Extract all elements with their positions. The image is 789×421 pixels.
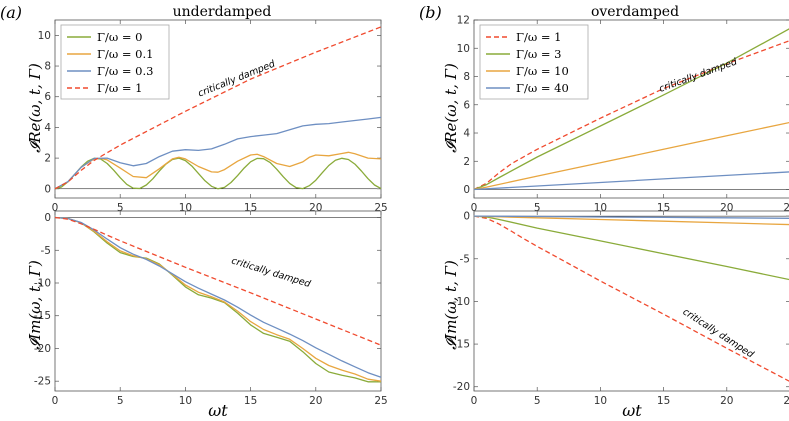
overdamped-im-annotation: critically damped	[681, 306, 757, 360]
overdamped-re-legend-label: Γ/ω = 3	[516, 47, 562, 61]
underdamped-re-ytick-label: 2	[44, 153, 51, 165]
overdamped-re-plot: 0510152025024681012critically dampedΓ/ω …	[457, 15, 789, 214]
underdamped-im-xtick-label: 10	[179, 395, 192, 407]
underdamped-im-ytick-label: -5	[41, 245, 51, 257]
underdamped-im-series-2	[54, 216, 382, 378]
overdamped-im-ytick-label: -15	[453, 339, 470, 351]
underdamped-re-ytick-label: 0	[44, 183, 51, 195]
underdamped-re-ytick-label: 10	[38, 30, 51, 42]
underdamped-im-annotation: critically damped	[230, 255, 313, 290]
underdamped-im-series-0	[54, 216, 381, 383]
overdamped-im-frame	[473, 210, 789, 392]
overdamped-re-legend-label: Γ/ω = 1	[516, 30, 562, 44]
underdamped-im-plot: 0 5 10 15 20 25 0 -5 -10 -15 -20 -25 critically damp…	[34, 210, 388, 407]
left-re-ylabel: 𝓘Re(ω, t, Γ)	[26, 63, 44, 153]
overdamped-im-ytick-label: -10	[453, 296, 470, 308]
overdamped-im-xtick-label: 25	[783, 395, 789, 407]
overdamped-re-frame	[473, 19, 789, 199]
underdamped-im-ytick-label: 0	[44, 212, 51, 224]
overdamped-re-legend-label: Γ/ω = 10	[516, 64, 569, 78]
overdamped-re-xtick-label: 0	[471, 202, 478, 214]
overdamped-im-ytick-label: -5	[460, 253, 470, 265]
underdamped-im-ytick-label: -10	[34, 278, 51, 290]
overdamped-re-series-2	[473, 121, 789, 191]
underdamped-re-series-1	[54, 151, 382, 190]
overdamped-im-xtick-label: 15	[657, 395, 670, 407]
underdamped-im-xtick-label: 0	[52, 395, 59, 407]
underdamped-im-series-1	[54, 216, 382, 382]
overdamped-im-series-0	[473, 215, 789, 382]
underdamped-im-ytick-label: -25	[34, 376, 51, 388]
underdamped-re-annotation: critically damped	[196, 58, 277, 99]
overdamped-re-ytick-label: 10	[457, 43, 470, 55]
right-xlabel: ωt	[622, 401, 642, 420]
underdamped-re-ytick-label: 6	[44, 91, 51, 103]
underdamped-im-ytick-label: -20	[34, 343, 51, 355]
overdamped-im-xtick-label: 0	[471, 395, 478, 407]
underdamped-re-xtick-label: 0	[52, 202, 59, 214]
underdamped-re-legend-label: Γ/ω = 0	[97, 30, 143, 44]
underdamped-im-xtick-label: 5	[117, 395, 124, 407]
overdamped-re-xtick-label: 5	[534, 202, 541, 214]
underdamped-im-xtick-label: 25	[374, 395, 387, 407]
right-re-ylabel: 𝓘Re(ω, t, Γ)	[442, 63, 460, 153]
overdamped-im-xtick-label: 10	[594, 395, 607, 407]
overdamped-im-ytick-label: 0	[463, 211, 470, 223]
overdamped-re-ytick-label: 0	[463, 184, 470, 196]
right-im-ylabel: 𝓘Im(ω, t, Γ)	[442, 260, 460, 350]
overdamped-im-series-3	[473, 215, 789, 219]
overdamped-re-series-0	[473, 40, 789, 191]
right-panel-label: (b)	[419, 3, 442, 22]
overdamped-re-annotation: critically damped	[658, 56, 740, 95]
underdamped-im-xtick-label: 15	[244, 395, 257, 407]
left-panel-title: underdamped	[173, 4, 272, 20]
overdamped-re-ytick-label: 6	[463, 99, 470, 111]
underdamped-re-legend-label: Γ/ω = 1	[97, 81, 143, 95]
underdamped-re-ytick-label: 8	[44, 61, 51, 73]
underdamped-re-frame	[54, 19, 382, 199]
underdamped-im-series-3	[54, 216, 382, 346]
overdamped-im-ytick-label: -20	[453, 381, 470, 393]
overdamped-re-series-3	[473, 171, 789, 191]
underdamped-re-ytick-label: 4	[44, 122, 51, 134]
underdamped-re-legend-label: Γ/ω = 0.3	[97, 64, 153, 78]
left-im-ylabel: 𝓘Im(ω, t, Γ)	[26, 260, 44, 350]
right-panel-title: overdamped	[591, 4, 679, 20]
underdamped-im-ytick-label: -15	[34, 310, 51, 322]
left-xlabel: ωt	[208, 401, 228, 420]
overdamped-im-plot: 0 5 10 15 20 25 0 -5 -10 -15 -20 critically damped	[453, 210, 789, 407]
overdamped-re-xtick-label: 25	[783, 202, 789, 214]
overdamped-re-ytick-label: 8	[463, 71, 470, 83]
overdamped-im-series-1	[473, 215, 789, 281]
underdamped-re-series-0	[54, 157, 382, 190]
underdamped-re-xtick-label: 5	[117, 202, 124, 214]
underdamped-re-series-2	[54, 116, 382, 190]
underdamped-re-legend	[60, 24, 170, 100]
overdamped-im-xtick-label: 20	[720, 395, 733, 407]
overdamped-re-series-1	[473, 28, 789, 191]
underdamped-re-legend-label: Γ/ω = 0.1	[97, 47, 153, 61]
overdamped-re-ytick-label: 2	[463, 156, 470, 168]
overdamped-im-xtick-label: 5	[534, 395, 541, 407]
overdamped-re-legend-label: Γ/ω = 40	[516, 81, 569, 95]
underdamped-re-series-3	[54, 26, 382, 190]
overdamped-re-ytick-label: 4	[463, 128, 470, 140]
overdamped-re-ytick-label: 12	[457, 15, 470, 27]
left-panel-label: (a)	[0, 3, 22, 22]
underdamped-im-xtick-label: 20	[309, 395, 322, 407]
underdamped-im-frame	[54, 210, 382, 392]
